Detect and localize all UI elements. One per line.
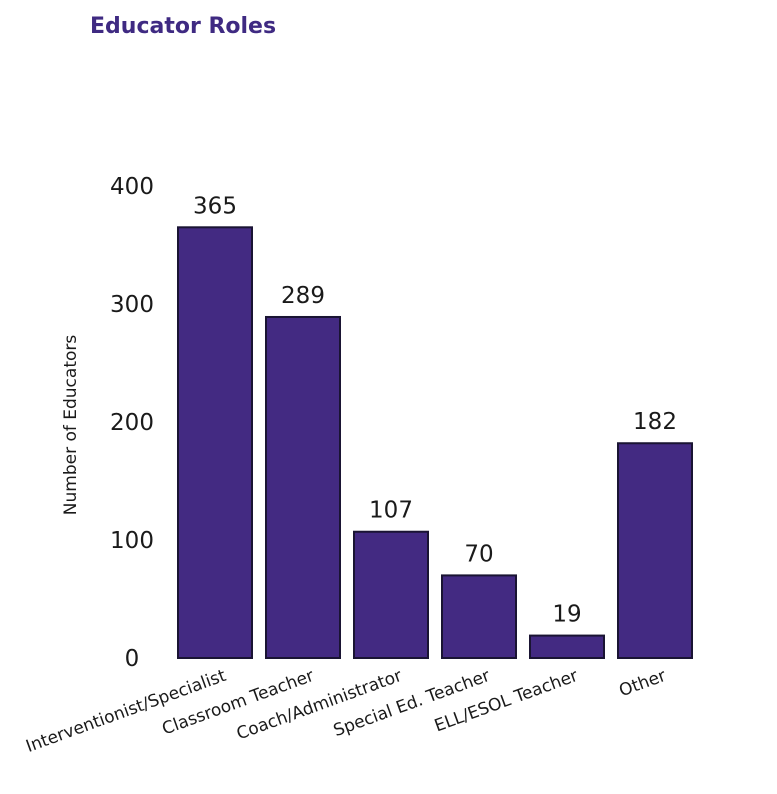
y-tick-label: 0 [125, 646, 140, 672]
bar [177, 226, 253, 660]
bar [265, 315, 341, 659]
data-label: 289 [281, 283, 325, 309]
data-labels: 365 289 107 70 19 182 [193, 193, 677, 627]
bar [441, 574, 517, 660]
data-label: 107 [369, 498, 413, 524]
y-tick-label: 400 [110, 174, 154, 200]
data-label: 19 [552, 602, 581, 628]
category-label: Other [617, 666, 669, 701]
bar [529, 634, 605, 660]
data-label: 365 [193, 193, 237, 219]
y-tick-label: 300 [110, 292, 154, 318]
y-tick-label: 100 [110, 528, 154, 554]
bar [617, 442, 693, 659]
y-tick-label: 200 [110, 410, 154, 436]
y-axis-label: Number of Educators [61, 335, 81, 516]
chart-title: Educator Roles [90, 14, 277, 39]
bars [177, 226, 693, 660]
y-axis-ticks: 0 100 200 300 400 [110, 174, 154, 672]
data-label: 182 [633, 409, 677, 435]
bar [353, 530, 429, 659]
data-label: 70 [464, 541, 493, 567]
